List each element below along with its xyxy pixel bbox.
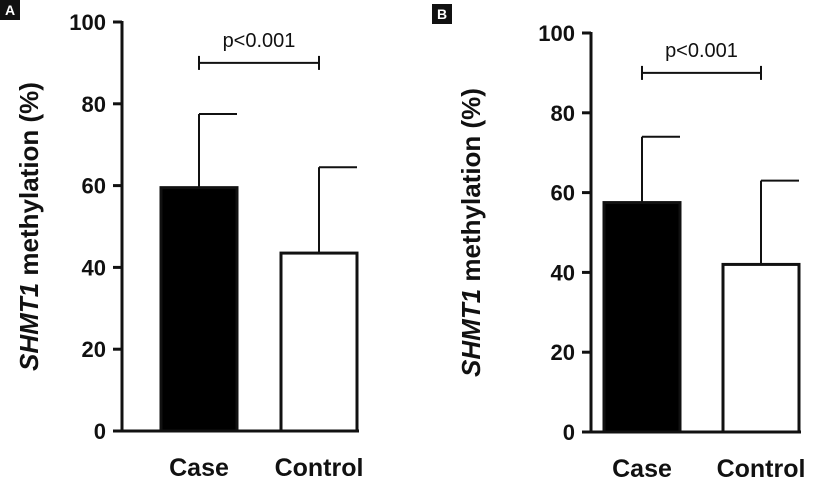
panel-tag-label: A	[5, 2, 15, 18]
y-axis-label-text: methylation (%)	[14, 82, 44, 283]
x-tick-label-control: Control	[717, 455, 806, 483]
y-tick-label-40: 40	[82, 255, 106, 280]
y-tick-label-100: 100	[69, 10, 106, 35]
x-tick-label-case: Case	[169, 454, 229, 482]
y-tick-label-60: 60	[551, 181, 575, 206]
bar-control	[721, 262, 801, 434]
panel-tag-box	[432, 4, 452, 24]
chart-panel-b: B SHMT1 methylation (%) Case Control 0 20 40 60…	[432, 4, 805, 483]
y-tick-label-0: 0	[94, 419, 106, 444]
y-tick-label-100: 100	[538, 21, 575, 46]
y-tick-label-80: 80	[551, 101, 575, 126]
panel-tag-box	[0, 0, 20, 20]
bar-case	[602, 201, 682, 434]
panel-tag-label: B	[437, 6, 447, 22]
bar-control	[279, 251, 359, 433]
p-value-label: p<0.001	[665, 40, 738, 62]
y-tick-label-0: 0	[563, 420, 575, 445]
panel-tag: A	[0, 0, 20, 20]
y-axis-label: SHMT1 methylation (%)	[14, 82, 44, 371]
y-tick-label-20: 20	[82, 337, 106, 362]
x-tick-label-control: Control	[275, 454, 364, 482]
bar-case	[159, 186, 239, 433]
y-tick-label-40: 40	[551, 260, 575, 285]
panel-tag: B	[432, 4, 452, 24]
y-axis-label: SHMT1 methylation (%)	[456, 88, 486, 377]
y-tick-label-80: 80	[82, 92, 106, 117]
y-tick-label-60: 60	[82, 174, 106, 199]
x-tick-label-case: Case	[612, 455, 672, 483]
chart-panel-a: A SHMT1 methylation (%) Case Control 0 20 40 60…	[0, 0, 363, 482]
y-tick-label-20: 20	[551, 340, 575, 365]
y-axis-label-text: methylation (%)	[456, 88, 486, 289]
y-axis-label-gene: SHMT1	[14, 283, 44, 371]
y-axis-label-gene: SHMT1	[456, 289, 486, 377]
p-value-label: p<0.001	[223, 30, 296, 52]
